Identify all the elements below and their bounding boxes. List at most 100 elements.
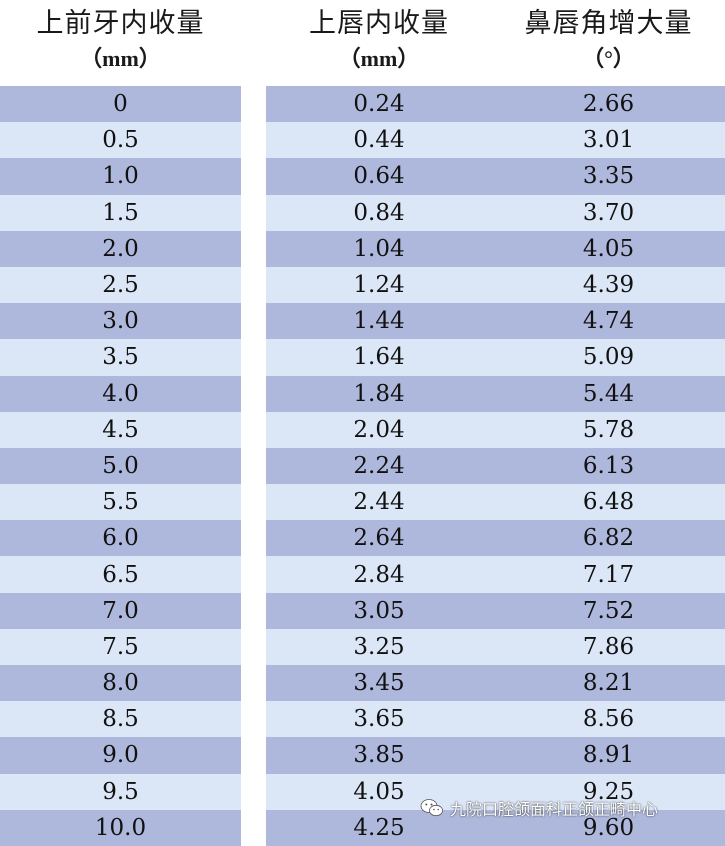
table-row: 0.84 3.70 bbox=[266, 194, 725, 231]
table-row: 0.5 bbox=[0, 122, 241, 159]
table-row: 0 bbox=[0, 86, 241, 123]
lip-retraction-cell: 3.45 bbox=[353, 670, 405, 697]
table-row: 9.0 bbox=[0, 737, 241, 774]
table-row: 7.0 bbox=[0, 592, 241, 629]
teeth-retraction-cell: 3.5 bbox=[102, 344, 139, 371]
table-row: 8.5 bbox=[0, 701, 241, 738]
table-row: 4.0 bbox=[0, 375, 241, 412]
table-row: 1.0 bbox=[0, 158, 241, 195]
table-row: 3.45 8.21 bbox=[266, 665, 725, 702]
lip-retraction-cell: 0.24 bbox=[353, 91, 405, 118]
lip-retraction-cell: 0.64 bbox=[353, 163, 405, 190]
table-row: 3.25 7.86 bbox=[266, 628, 725, 665]
lip-retraction-cell: 1.24 bbox=[353, 272, 405, 299]
table-row: 5.0 bbox=[0, 447, 241, 485]
table-row: 3.05 7.52 bbox=[266, 592, 725, 629]
header-unit: （mm） bbox=[80, 46, 161, 71]
teeth-retraction-cell: 0.5 bbox=[102, 127, 139, 154]
header-unit: （mm） bbox=[338, 46, 420, 71]
header-upper-lip-retraction: 上唇内收量 （mm） bbox=[266, 0, 492, 86]
table-row: 0.44 3.01 bbox=[266, 122, 725, 159]
table-row: 6.5 bbox=[0, 556, 241, 593]
teeth-retraction-cell: 5.5 bbox=[102, 489, 139, 516]
table-row: 0.24 2.66 bbox=[266, 86, 725, 123]
nasolabial-angle-cell: 7.86 bbox=[582, 633, 635, 660]
teeth-retraction-cell: 1.5 bbox=[102, 199, 139, 226]
teeth-retraction-cell: 10.0 bbox=[94, 814, 147, 841]
watermark: 九院口腔颌面科正颌正畸中心 bbox=[420, 795, 658, 821]
nasolabial-angle-cell: 6.13 bbox=[582, 452, 635, 479]
nasolabial-angle-cell: 8.21 bbox=[582, 670, 635, 697]
teeth-retraction-cell: 9.0 bbox=[102, 742, 139, 769]
lip-retraction-cell: 3.65 bbox=[353, 706, 405, 733]
teeth-retraction-cell: 4.0 bbox=[102, 380, 139, 407]
table-row: 1.64 5.09 bbox=[266, 339, 725, 376]
table-row: 2.44 6.48 bbox=[266, 484, 725, 521]
lip-retraction-cell: 1.84 bbox=[353, 380, 405, 407]
table-row: 4.5 bbox=[0, 411, 241, 448]
nasolabial-angle-cell: 4.05 bbox=[582, 235, 635, 262]
teeth-retraction-cell: 8.0 bbox=[102, 670, 139, 697]
teeth-retraction-cell: 6.5 bbox=[102, 561, 139, 588]
header-unit: （°） bbox=[582, 46, 635, 71]
table-row: 6.0 bbox=[0, 520, 241, 557]
nasolabial-angle-cell: 5.78 bbox=[582, 416, 635, 443]
table-row: 3.0 bbox=[0, 303, 241, 340]
table-row: 4.05 9.25 bbox=[266, 773, 725, 810]
lip-retraction-cell: 3.85 bbox=[353, 742, 405, 769]
nasolabial-angle-cell: 3.35 bbox=[582, 163, 635, 190]
table-row: 4.25 9.60 bbox=[266, 809, 725, 846]
teeth-retraction-column: 0 0.5 1.0 1.5 2.0 2.5 3.0 3.5 4.0 4.5 5.0 5.5 6.0 6.5… bbox=[0, 86, 241, 846]
watermark-text: 九院口腔颌面科正颌正畸中心 bbox=[450, 800, 659, 819]
header-upper-anterior-teeth-retraction: 上前牙内收量 （mm） bbox=[0, 0, 241, 86]
lip-retraction-cell: 4.25 bbox=[353, 814, 405, 841]
teeth-retraction-cell: 4.5 bbox=[102, 416, 139, 443]
table-row: 2.24 6.13 bbox=[266, 447, 725, 485]
table-row: 3.65 8.56 bbox=[266, 701, 725, 738]
header-title: 上前牙内收量 bbox=[36, 8, 205, 39]
nasolabial-angle-cell: 3.01 bbox=[582, 127, 635, 154]
table-row: 10.0 bbox=[0, 809, 241, 846]
nasolabial-angle-cell: 6.82 bbox=[582, 525, 635, 552]
table-row: 0.64 3.35 bbox=[266, 158, 725, 195]
table-row: 9.5 bbox=[0, 773, 241, 810]
lip-retraction-cell: 1.44 bbox=[353, 308, 405, 335]
table-row: 1.24 4.39 bbox=[266, 266, 725, 304]
nasolabial-angle-cell: 3.70 bbox=[582, 199, 635, 226]
teeth-retraction-cell: 2.0 bbox=[102, 235, 139, 262]
table-row: 3.5 bbox=[0, 339, 241, 376]
lip-retraction-cell: 2.64 bbox=[353, 525, 405, 552]
nasolabial-angle-cell: 2.66 bbox=[582, 91, 635, 118]
wechat-icon bbox=[420, 799, 443, 817]
lip-retraction-cell: 0.44 bbox=[353, 127, 405, 154]
teeth-retraction-cell: 6.0 bbox=[102, 525, 139, 552]
lip-retraction-cell: 2.04 bbox=[353, 416, 405, 443]
lip-retraction-cell: 1.04 bbox=[353, 235, 405, 262]
nasolabial-angle-cell: 4.39 bbox=[582, 272, 635, 299]
nasolabial-angle-cell: 8.56 bbox=[582, 706, 635, 733]
header-title: 上唇内收量 bbox=[309, 8, 449, 39]
teeth-retraction-cell: 5.0 bbox=[102, 452, 139, 479]
nasolabial-angle-cell: 4.74 bbox=[582, 308, 635, 335]
table-row: 2.84 7.17 bbox=[266, 556, 725, 593]
table-row: 3.85 8.91 bbox=[266, 737, 725, 774]
table-row: 1.04 4.05 bbox=[266, 230, 725, 267]
lip-retraction-cell: 2.24 bbox=[353, 452, 405, 479]
nasolabial-angle-cell: 9.60 bbox=[582, 814, 635, 841]
nasolabial-angle-cell: 5.44 bbox=[582, 380, 635, 407]
table-row: 8.0 bbox=[0, 665, 241, 702]
table-row: 2.04 5.78 bbox=[266, 411, 725, 448]
teeth-retraction-cell: 3.0 bbox=[102, 308, 139, 335]
header-nasolabial-angle-increase: 鼻唇角增大量 （°） bbox=[492, 0, 725, 86]
lip-retraction-cell: 2.84 bbox=[353, 561, 405, 588]
table-row: 5.5 bbox=[0, 484, 241, 521]
teeth-retraction-cell: 1.0 bbox=[102, 163, 139, 190]
lip-retraction-cell: 3.05 bbox=[353, 597, 405, 624]
table-row: 2.64 6.82 bbox=[266, 520, 725, 557]
lip-retraction-cell: 4.05 bbox=[353, 778, 405, 805]
nasolabial-angle-cell: 7.52 bbox=[582, 597, 635, 624]
teeth-retraction-cell: 8.5 bbox=[102, 706, 139, 733]
teeth-retraction-cell: 2.5 bbox=[102, 272, 139, 299]
nasolabial-angle-cell: 9.25 bbox=[582, 778, 635, 805]
nasolabial-angle-cell: 7.17 bbox=[582, 561, 635, 588]
